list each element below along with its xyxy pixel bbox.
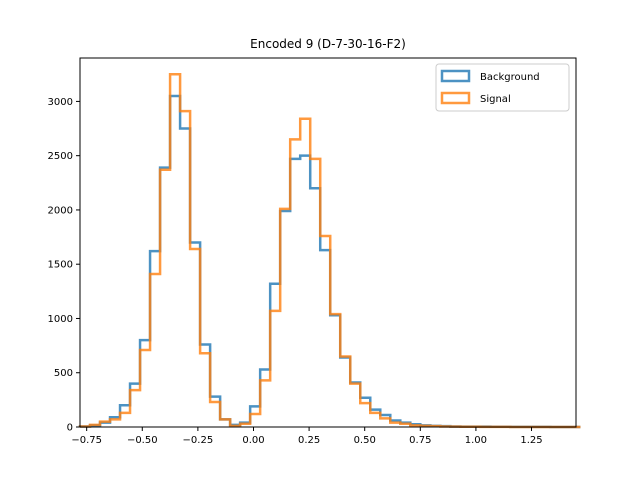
- y-tick-label: 500: [54, 368, 73, 379]
- x-tick-label: −0.50: [127, 435, 158, 446]
- y-tick-label: 3000: [48, 97, 73, 108]
- x-tick-label: 0.00: [242, 435, 264, 446]
- x-axis-ticks: −0.75 −0.50 −0.25 0.00 0.25 0.50 0.75 1.00 1.25: [71, 427, 543, 446]
- y-tick-label: 0: [67, 423, 73, 434]
- legend: Background Signal: [435, 63, 570, 112]
- legend-swatch-signal: [440, 91, 471, 105]
- plot-area: [80, 58, 576, 427]
- x-tick-label: 1.00: [465, 435, 487, 446]
- y-tick-label: 1000: [48, 314, 73, 325]
- y-tick-label: 1500: [48, 260, 73, 271]
- x-tick-label: 1.25: [520, 435, 542, 446]
- axes-layer: [79, 57, 577, 428]
- legend-label-background: Background: [480, 72, 540, 83]
- x-tick-label: 0.75: [409, 435, 431, 446]
- x-tick-label: −0.25: [183, 435, 214, 446]
- y-tick-label: 2000: [48, 205, 73, 216]
- legend-swatch-background: [440, 69, 471, 83]
- plot-frame: [79, 57, 577, 428]
- chart-title: Encoded 9 (D-7-30-16-F2): [250, 37, 406, 51]
- y-tick-label: 2500: [48, 151, 73, 162]
- x-tick-label: −0.75: [71, 435, 102, 446]
- legend-label-signal: Signal: [480, 94, 511, 105]
- x-tick-label: 0.25: [298, 435, 320, 446]
- x-tick-label: 0.50: [354, 435, 376, 446]
- y-axis-ticks: 0 500 1000 1500 2000 2500 3000: [48, 97, 80, 434]
